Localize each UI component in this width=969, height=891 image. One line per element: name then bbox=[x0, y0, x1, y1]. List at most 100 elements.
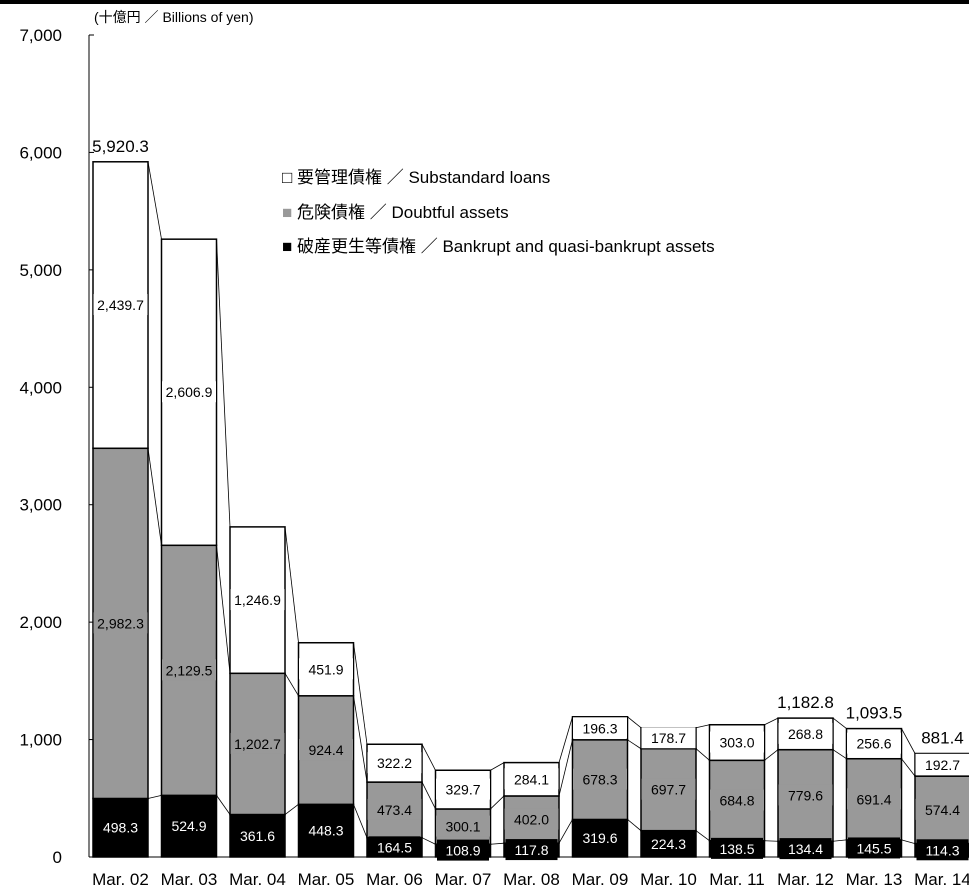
value-label-box bbox=[778, 722, 833, 744]
y-tick-label: 2,000 bbox=[19, 613, 62, 632]
connector-line bbox=[558, 716, 573, 763]
connector-line bbox=[353, 695, 368, 783]
value-label-box bbox=[711, 837, 763, 859]
legend-marker-bankrupt: ■ bbox=[282, 237, 292, 256]
legend: □ 要管理債権 ／ Substandard loans ■ 危険債権 ／ Dou… bbox=[282, 168, 715, 256]
value-label: 1,202.7 bbox=[234, 736, 281, 752]
legend-marker-substandard: □ bbox=[282, 168, 292, 187]
value-label: 451.9 bbox=[308, 661, 343, 677]
value-label: 2,982.3 bbox=[97, 615, 144, 631]
value-label-box bbox=[93, 612, 148, 634]
value-label-box bbox=[847, 732, 901, 754]
legend-item-doubtful: ■ 危険債権 ／ Doubtful assets bbox=[282, 203, 509, 222]
value-label: 268.8 bbox=[788, 726, 823, 742]
value-label: 284.1 bbox=[514, 771, 549, 787]
connector-line bbox=[832, 749, 847, 760]
y-tick-label: 7,000 bbox=[19, 26, 62, 45]
value-label: 924.4 bbox=[308, 742, 343, 758]
value-label: 108.9 bbox=[445, 843, 480, 859]
x-tick-label: Mar. 04 bbox=[229, 870, 286, 889]
connector-line bbox=[558, 819, 573, 844]
value-label: 138.5 bbox=[719, 841, 754, 857]
connector-line bbox=[284, 673, 299, 697]
value-label-box bbox=[299, 739, 353, 761]
connector-line bbox=[764, 749, 779, 761]
legend-text-substandard: 要管理債権 ／ Substandard loans bbox=[297, 168, 550, 187]
connector-line bbox=[558, 739, 573, 797]
value-label: 256.6 bbox=[856, 736, 891, 752]
legend-item-substandard: □ 要管理債権 ／ Substandard loans bbox=[282, 168, 550, 187]
value-label-box bbox=[94, 816, 147, 838]
top-rule bbox=[0, 0, 969, 4]
connector-lines bbox=[147, 161, 916, 845]
connector-line bbox=[284, 804, 299, 815]
connector-line bbox=[627, 739, 642, 750]
connector-line bbox=[421, 837, 436, 845]
value-label: 498.3 bbox=[103, 820, 138, 836]
value-label: 114.3 bbox=[926, 842, 960, 858]
value-label-box bbox=[300, 819, 352, 841]
value-label-box bbox=[573, 768, 627, 790]
connector-line bbox=[695, 830, 710, 842]
x-tick-label: Mar. 07 bbox=[435, 870, 492, 889]
connector-line bbox=[353, 804, 368, 838]
x-tick-label: Mar. 10 bbox=[640, 870, 697, 889]
y-tick-label: 5,000 bbox=[19, 261, 62, 280]
value-label-box bbox=[230, 732, 285, 754]
value-label: 361.6 bbox=[240, 828, 275, 844]
connector-line bbox=[764, 717, 779, 726]
connector-line bbox=[695, 724, 710, 729]
value-label-box bbox=[162, 381, 216, 403]
value-label-box bbox=[436, 815, 490, 837]
value-label-box bbox=[848, 837, 900, 859]
x-tick-label: Mar. 03 bbox=[161, 870, 218, 889]
value-label: 524.9 bbox=[171, 818, 206, 834]
value-label-box bbox=[916, 839, 969, 861]
value-label-box bbox=[779, 838, 832, 860]
x-tick-label: Mar. 02 bbox=[92, 870, 149, 889]
value-label: 300.1 bbox=[445, 819, 480, 835]
value-label-box bbox=[847, 788, 901, 810]
value-label: 574.4 bbox=[925, 802, 960, 818]
value-label-box bbox=[642, 832, 695, 854]
value-label: 678.3 bbox=[582, 772, 617, 788]
value-label: 192.7 bbox=[925, 757, 960, 773]
value-label: 1,246.9 bbox=[234, 592, 281, 608]
x-tick-label: Mar. 13 bbox=[846, 870, 903, 889]
value-label: 178.7 bbox=[651, 730, 686, 746]
connector-line bbox=[147, 161, 162, 240]
legend-text-bankrupt: 破産更生等債権 ／ Bankrupt and quasi-bankrupt as… bbox=[297, 237, 715, 256]
connector-line bbox=[421, 781, 436, 810]
value-label-box bbox=[436, 778, 490, 800]
value-label: 329.7 bbox=[445, 782, 480, 798]
value-label-box bbox=[778, 784, 833, 806]
value-label-box bbox=[231, 824, 284, 846]
value-label-box bbox=[915, 798, 969, 820]
total-label: 5,920.3 bbox=[92, 137, 149, 156]
value-label: 145.5 bbox=[856, 840, 891, 856]
value-label-box bbox=[710, 731, 764, 753]
legend-text-doubtful: 危険債権 ／ Doubtful assets bbox=[297, 203, 509, 222]
connector-line bbox=[901, 758, 916, 777]
y-tick-label: 6,000 bbox=[19, 143, 62, 162]
connector-line bbox=[490, 795, 505, 810]
connector-line bbox=[216, 795, 231, 815]
value-label-box bbox=[437, 839, 489, 861]
connector-line bbox=[147, 448, 162, 546]
unit-label: (十億円 ／ Billions of yen) bbox=[94, 9, 253, 25]
value-label-box bbox=[163, 815, 215, 837]
value-label: 322.2 bbox=[377, 755, 412, 771]
value-label: 134.4 bbox=[788, 841, 823, 857]
connector-line bbox=[901, 839, 916, 844]
connector-line bbox=[901, 728, 916, 754]
connector-line bbox=[216, 545, 231, 674]
value-label-box bbox=[367, 798, 422, 820]
value-label: 448.3 bbox=[308, 823, 343, 839]
x-tick-label: Mar. 08 bbox=[503, 870, 560, 889]
value-label-box bbox=[574, 827, 626, 849]
y-tick-label: 0 bbox=[53, 848, 62, 867]
value-label: 2,606.9 bbox=[166, 384, 213, 400]
value-label-box bbox=[710, 789, 764, 811]
value-label: 473.4 bbox=[377, 802, 412, 818]
value-label: 684.8 bbox=[719, 793, 754, 809]
